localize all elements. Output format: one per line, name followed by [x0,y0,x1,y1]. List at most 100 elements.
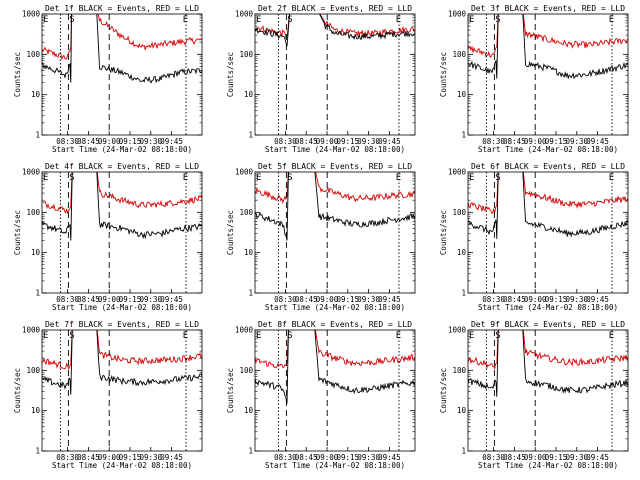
x-tick-label: 09:30 [357,295,380,304]
chart-panel-8: E S E 1 10 100 1000 08:3008:4509:0009:1509:3009… [226,320,416,470]
x-tick-label: 09:30 [357,137,380,146]
x-tick-label: 09:45 [378,295,401,304]
x-tick-label: 09:15 [545,453,568,462]
x-axis-label: Start Time (24-Mar-02 08:18:00) [478,303,618,312]
plot-frame [41,329,203,452]
x-axis-label: Start Time (24-Mar-02 08:18:00) [265,145,405,154]
y-tick-label: 10 [31,406,41,415]
y-tick-label: 1 [461,131,466,140]
chart-panel-7: E S E 1 10 100 1000 08:3008:4509:0009:1509:3009… [13,320,203,470]
chart-panel-6: E S E 1 10 100 1000 08:3008:4509:0009:1509:3009… [439,162,629,312]
x-tick-label: 09:00 [316,137,339,146]
y-axis-label: Counts/sec [226,210,235,255]
series-line-lld [255,330,415,369]
marker-label-e1: E [43,15,48,25]
x-tick-label: 08:30 [56,295,79,304]
y-axis-label: Counts/sec [13,210,22,255]
y-tick-label: 1 [461,447,466,456]
x-tick-label: 09:15 [337,137,360,146]
y-tick-label: 10 [31,248,41,257]
y-axis-label: Counts/sec [439,52,448,97]
x-tick-label: 08:30 [482,137,505,146]
chart-panel-1: E S E 1 10 100 1000 08:3008:4509:0009:1509:3009… [13,4,203,154]
plot-frame [467,329,629,452]
marker-label-s: S [69,331,74,341]
x-tick-label: 09:45 [586,295,609,304]
x-tick-label: 09:45 [160,453,183,462]
x-tick-label: 09:00 [524,453,547,462]
y-tick-label: 10 [457,248,467,257]
plot-frame [41,171,203,294]
x-tick-label: 09:30 [140,137,163,146]
marker-label-e1: E [469,331,474,341]
y-axis-label: Counts/sec [439,368,448,413]
x-tick-label: 08:30 [274,295,297,304]
x-tick-label: 09:30 [140,295,163,304]
y-tick-label: 100 [26,366,40,375]
y-tick-label: 10 [457,90,467,99]
chart-title: Det 9f BLACK = Events, RED = LLD [471,320,625,329]
series-line-events [42,330,202,395]
marker-label-e3: E [183,173,188,183]
marker-label-e1: E [469,173,474,183]
plot-frame [467,13,629,136]
x-tick-label: 09:30 [140,453,163,462]
y-tick-label: 1000 [448,10,467,19]
y-tick-label: 10 [31,90,41,99]
y-tick-label: 100 [452,208,466,217]
x-tick-label: 09:15 [545,137,568,146]
y-axis-label: Counts/sec [13,52,22,97]
y-tick-label: 1 [35,447,40,456]
series-line-events [42,14,202,84]
y-tick-label: 1 [35,131,40,140]
chart-title: Det 4f BLACK = Events, RED = LLD [45,162,199,171]
y-tick-label: 1 [35,289,40,298]
x-tick-label: 09:00 [98,295,121,304]
series-line-lld [468,14,628,58]
plot-frame [41,13,203,136]
chart-title: Det 6f BLACK = Events, RED = LLD [471,162,625,171]
series-line-events [255,330,415,404]
x-tick-label: 08:30 [274,137,297,146]
y-tick-label: 1 [461,289,466,298]
x-tick-label: 08:45 [503,295,526,304]
x-tick-label: 08:45 [77,137,100,146]
marker-label-s: S [287,173,292,183]
y-tick-label: 100 [239,50,253,59]
x-tick-label: 08:45 [503,453,526,462]
series-line-lld [42,330,202,370]
series-line-events [255,14,415,47]
x-tick-label: 08:45 [503,137,526,146]
series-line-events [468,330,628,397]
x-tick-label: 09:15 [337,453,360,462]
marker-label-e1: E [256,15,261,25]
y-axis-label: Counts/sec [226,368,235,413]
x-tick-label: 09:00 [524,137,547,146]
chart-title: Det 5f BLACK = Events, RED = LLD [258,162,412,171]
x-axis-label: Start Time (24-Mar-02 08:18:00) [52,461,192,470]
x-tick-label: 09:45 [378,453,401,462]
marker-label-e3: E [396,15,401,25]
y-axis-label: Counts/sec [439,210,448,255]
y-tick-label: 1 [248,289,253,298]
x-tick-label: 08:30 [482,295,505,304]
series-line-lld [42,172,202,215]
series-line-lld [468,172,628,215]
x-tick-label: 08:45 [295,453,318,462]
x-tick-label: 09:15 [337,295,360,304]
y-axis-label: Counts/sec [13,368,22,413]
x-tick-label: 08:30 [274,453,297,462]
y-tick-label: 1000 [22,168,41,177]
marker-label-e3: E [396,173,401,183]
series-line-lld [468,330,628,370]
x-tick-label: 09:00 [316,295,339,304]
x-tick-label: 09:15 [119,295,142,304]
x-axis-label: Start Time (24-Mar-02 08:18:00) [52,145,192,154]
x-tick-label: 09:00 [524,295,547,304]
y-tick-label: 1000 [22,326,41,335]
x-tick-label: 09:15 [545,295,568,304]
marker-label-e3: E [396,331,401,341]
chart-title: Det 7f BLACK = Events, RED = LLD [45,320,199,329]
y-tick-label: 1 [248,131,253,140]
